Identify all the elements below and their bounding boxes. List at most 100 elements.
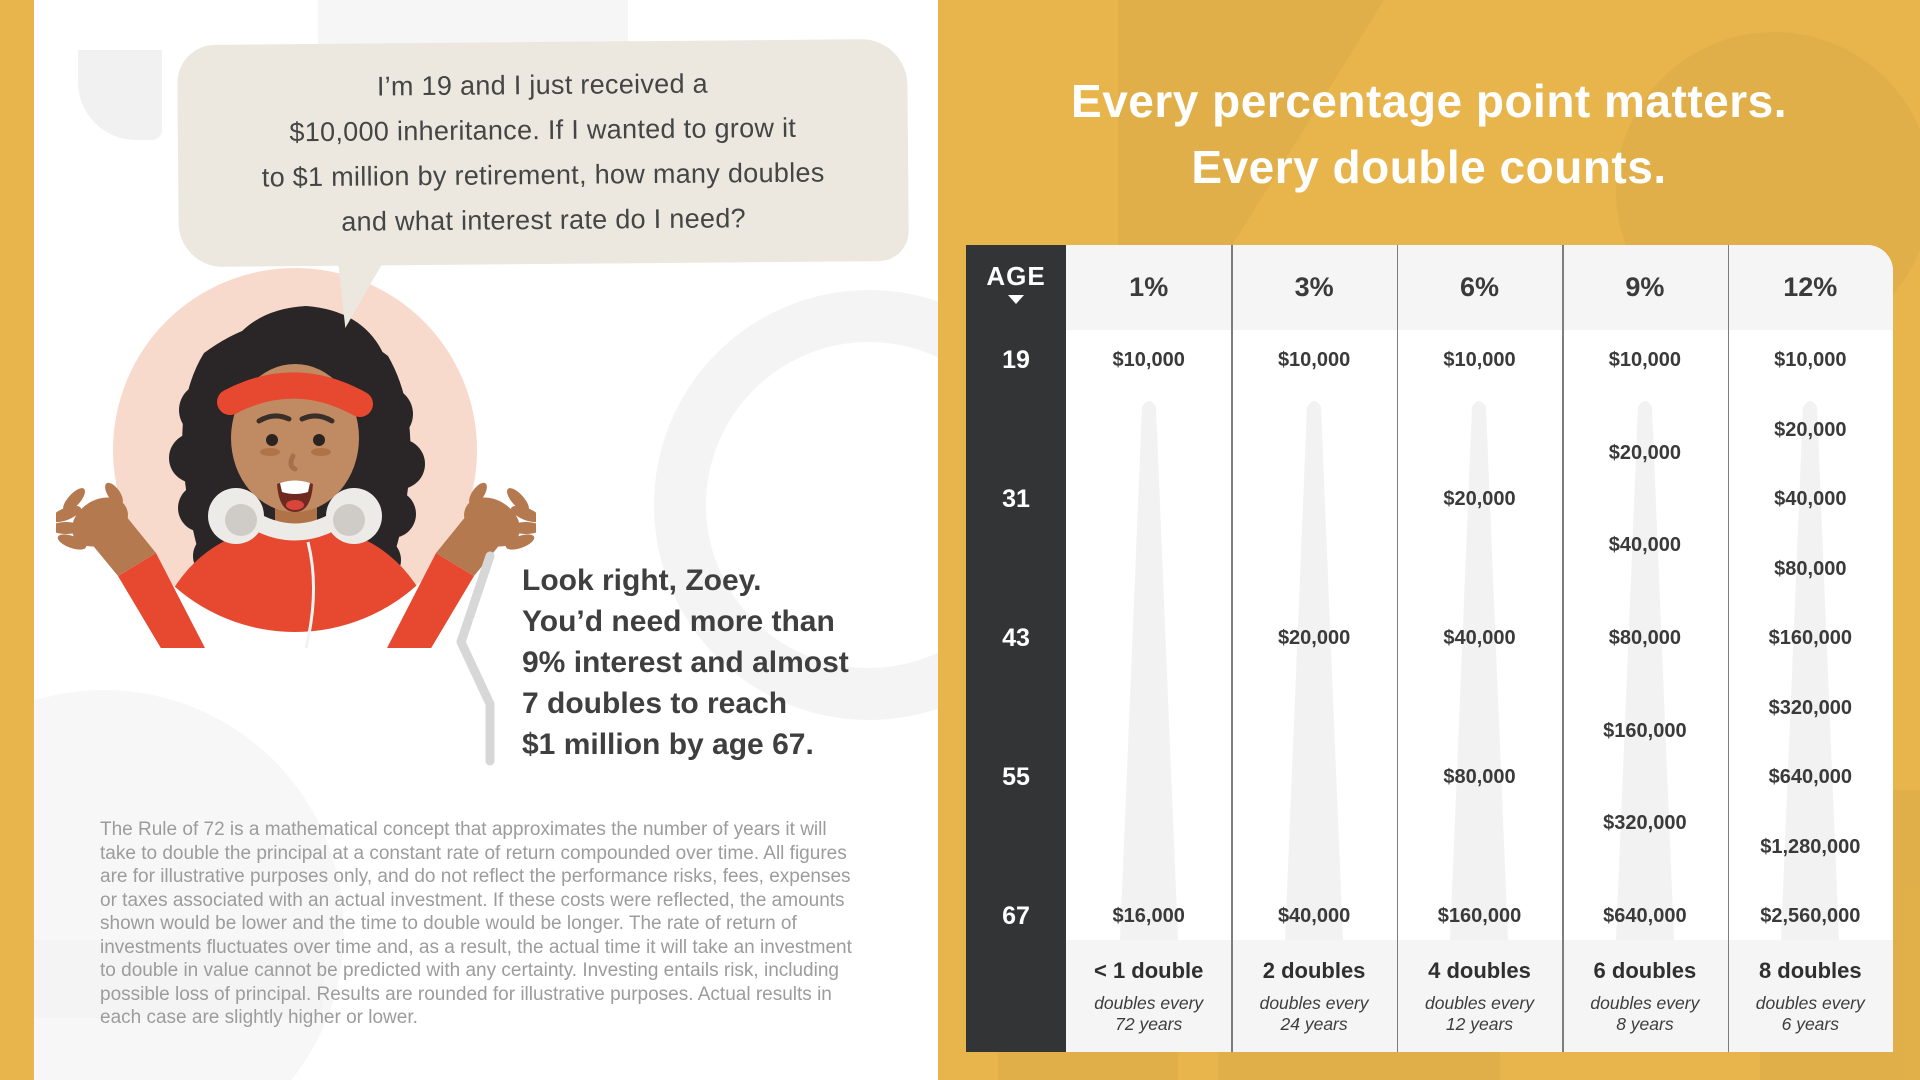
value-at-age-67: $40,000 [1277,905,1351,927]
disclaimer-line: each case are slightly higher or lower. [100,1007,418,1028]
doubling-period: 12 years [1445,1014,1514,1034]
doubles-footer: 6 doubles doubles every 8 years [1562,940,1728,1052]
value-at-age-43: $80,000 [1608,627,1682,649]
rate-column-3%: 3% $10,000 $20,000 $40,000 2 doubles doubles … [1231,245,1397,1052]
doubling-period: doubles every [1590,993,1700,1013]
doubles-footer: < 1 double doubles every 72 years [1066,940,1232,1052]
value-at-age-59: $320,000 [1603,812,1687,835]
zoey-avatar-illustration [56,268,536,648]
value-at-age-67: $640,000 [1603,905,1687,927]
callout-text: Look right, Zoey. You’d need more than 9% … [522,560,849,765]
value-at-age-67: $16,000 [1112,905,1185,927]
age-column: AGE 19 31 43 55 67 [966,245,1066,1052]
rate-header: 12% [1727,245,1893,330]
value-at-age-31: $40,000 [1774,488,1847,510]
speech-bubble-line: I’m 19 and I just received a [376,68,709,102]
doubles-footer: 8 doubles doubles every 6 years [1727,940,1893,1052]
disclaimer-line: shown would be lower and the time to dou… [100,913,797,934]
value-at-age-37: $80,000 [1774,557,1847,580]
rate-column-1%: 1% $10,000 $16,000 < 1 double doubles every 7… [1066,245,1232,1052]
age-label: 55 [1002,763,1030,791]
column-separator [1231,245,1233,1052]
growth-cone [1285,401,1344,940]
column-separator [1396,245,1399,1052]
value-at-age-19: $10,000 [1443,349,1516,371]
value-at-age-61: $1,280,000 [1760,835,1861,858]
value-at-age-55: $80,000 [1443,766,1516,788]
doubles-footer: 2 doubles doubles every 24 years [1231,940,1397,1052]
disclaimer-line: The Rule of 72 is a mathematical concept… [100,819,827,840]
rate-header: 9% [1562,245,1728,330]
value-at-age-43: $160,000 [1768,627,1852,649]
rate-column-6%: 6% $10,000 $20,000 $40,000 $80,000 $160,000 4 … [1396,245,1563,1052]
column-separator [1727,245,1730,1052]
decor-shape [78,50,162,140]
growth-cone [1781,401,1840,940]
callout-line: $1 million by age 67. [522,728,814,761]
value-at-age-55: $640,000 [1768,766,1852,788]
value-at-age-19: $10,000 [1112,349,1185,371]
doubling-period: 6 years [1781,1014,1839,1034]
doubling-period: doubles every [1094,993,1204,1013]
left-panel: I’m 19 and I just received a $10,000 inhe… [34,0,938,1080]
speech-bubble-line: to $1 million by retirement, how many do… [261,157,825,193]
disclaimer-line: investments fluctuates over time and, as… [100,936,852,958]
speech-bubble-line: $10,000 inheritance. If I wanted to grow… [289,112,797,148]
doubling-period: 8 years [1616,1014,1674,1034]
title-line-2: Every double counts. [1191,141,1667,193]
value-at-age-31: $20,000 [1443,488,1516,510]
speech-bubble-line: and what interest rate do I need? [341,203,747,237]
doubles-footer: 4 doubles doubles every 12 years [1396,940,1563,1052]
age-label: 67 [1002,902,1030,930]
callout-line: Look right, Zoey. [522,564,762,597]
age-descending-icon [1008,295,1024,304]
left-gold-edge [0,0,34,1080]
disclaimer-line: possible loss of principal. Results are … [100,983,832,1005]
rate-header: 1% [1066,245,1232,330]
right-sleeve [387,553,474,648]
value-at-age-67: $2,560,000 [1760,905,1861,927]
headphones [208,488,382,648]
doubling-period: doubles every [1425,993,1534,1013]
age-label: 31 [1002,485,1030,513]
doubles-count: 6 doubles [1593,958,1697,983]
rate-table: AGE 19 31 43 55 67 1% $10,000 $16,000 < 1 doubl… [966,245,1893,1052]
doubles-count: 8 doubles [1758,958,1862,983]
doubling-period: 72 years [1115,1014,1183,1034]
value-at-age-49: $320,000 [1768,696,1852,719]
doubles-count: 2 doubles [1262,958,1366,983]
doubles-count: 4 doubles [1428,958,1531,983]
disclaimer-line: are for illustrative purposes only, and … [100,866,851,887]
right-hand [464,482,536,550]
value-at-age-19: $10,000 [1277,349,1351,371]
callout-line: You’d need more than [522,605,835,638]
value-at-age-51: $160,000 [1603,719,1687,742]
disclaimer-line: take to double the principal at a consta… [100,842,847,864]
speech-bubble: I’m 19 and I just received a $10,000 inhe… [177,38,909,268]
panel-title: Every percentage point matters. Every do… [938,68,1920,200]
decor-shape [34,940,324,1018]
callout-line: 7 doubles to reach [522,687,788,720]
disclaimer-line: or taxes associated with an actual inves… [100,889,845,911]
value-at-age-43: $20,000 [1277,627,1351,649]
value-at-age-43: $40,000 [1443,627,1516,649]
title-line-1: Every percentage point matters. [1071,75,1787,127]
column-separator [1562,245,1564,1052]
left-hand [56,482,128,550]
age-label: 19 [1002,346,1030,374]
value-at-age-19: $10,000 [1608,349,1682,371]
disclaimer-text: The Rule of 72 is a mathematical concept… [100,818,852,1030]
growth-cone [1615,401,1674,940]
growth-cone [1450,401,1509,940]
growth-cone [1119,401,1178,940]
value-at-age-19: $10,000 [1774,349,1847,371]
doubling-period: 24 years [1280,1014,1348,1034]
right-panel: Every percentage point matters. Every do… [938,0,1920,1080]
callout-bracket-icon [456,551,495,766]
rate-header: 6% [1396,245,1563,330]
doubles-count: < 1 double [1093,958,1204,983]
rate-header: 3% [1231,245,1397,330]
callout-line: 9% interest and almost [522,646,849,679]
doubling-period: doubles every [1259,993,1369,1013]
